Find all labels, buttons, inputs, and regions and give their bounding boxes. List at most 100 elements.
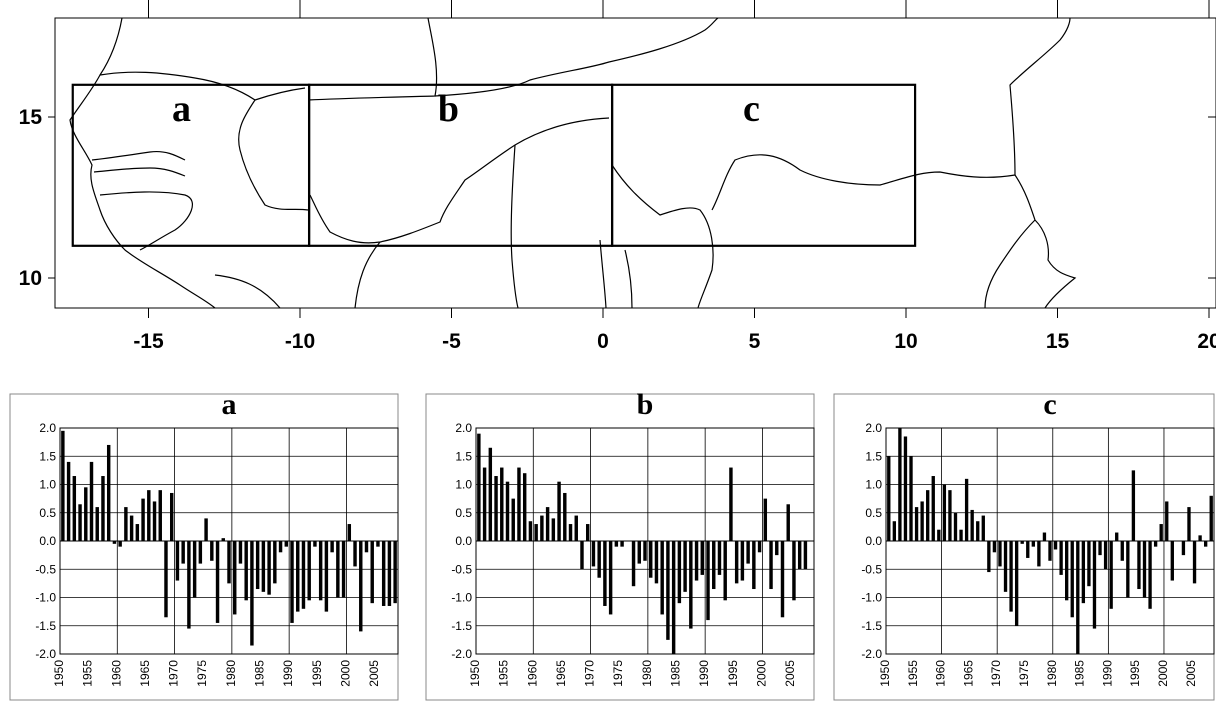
x-tick-label: 2005 bbox=[783, 660, 797, 687]
bar-1996 bbox=[324, 541, 329, 612]
chart-title: c bbox=[1043, 388, 1056, 421]
bar-1970 bbox=[175, 541, 180, 581]
bar-1971 bbox=[1003, 541, 1008, 592]
map-x-tick-label: -5 bbox=[442, 330, 461, 353]
x-tick-label: 1995 bbox=[1128, 660, 1142, 687]
border-ghana bbox=[510, 144, 519, 309]
x-tick-label: 2005 bbox=[1184, 660, 1198, 687]
bar-2007 bbox=[1203, 541, 1208, 547]
x-tick-label: 1990 bbox=[1100, 660, 1114, 687]
bar-1959 bbox=[112, 541, 117, 544]
x-tick-label: 1955 bbox=[906, 660, 920, 687]
bar-1967 bbox=[158, 490, 162, 541]
bar-1988 bbox=[278, 541, 283, 553]
map-x-tick-label: 0 bbox=[597, 330, 609, 353]
bar-1963 bbox=[551, 518, 556, 541]
x-tick-label: 1950 bbox=[878, 660, 892, 687]
bar-2004 bbox=[786, 504, 790, 541]
bar-1952 bbox=[72, 476, 77, 541]
bar-1961 bbox=[948, 490, 952, 541]
bar-2000 bbox=[347, 524, 352, 541]
bar-1971 bbox=[181, 541, 185, 564]
y-tick-label: 1.5 bbox=[455, 449, 472, 463]
x-tick-label: 1955 bbox=[81, 660, 95, 687]
bar-2004 bbox=[370, 541, 374, 604]
bar-1981 bbox=[238, 541, 243, 564]
bar-1994 bbox=[313, 541, 317, 547]
bar-1950 bbox=[61, 430, 65, 541]
x-tick-label: 1965 bbox=[138, 660, 152, 687]
bar-1960 bbox=[534, 524, 538, 541]
x-tick-label: 1990 bbox=[697, 660, 711, 687]
region-boxes: a b c bbox=[71, 83, 917, 247]
bar-1974 bbox=[1020, 541, 1024, 544]
border-guinea bbox=[99, 191, 193, 251]
y-tick-label: 1.5 bbox=[39, 449, 56, 463]
border-gambia-south bbox=[93, 167, 186, 177]
bar-2006 bbox=[381, 541, 386, 606]
x-tick-label: 1985 bbox=[1073, 660, 1087, 687]
x-tick-label: 1970 bbox=[583, 660, 597, 687]
bar-1953 bbox=[78, 504, 82, 541]
bar-1972 bbox=[1009, 541, 1013, 612]
x-tick-label: 1965 bbox=[554, 660, 568, 687]
bar-1956 bbox=[920, 501, 924, 541]
bar-1958 bbox=[931, 476, 935, 541]
bar-1977 bbox=[215, 541, 220, 623]
y-tick-label: -2.0 bbox=[35, 647, 56, 661]
bar-1962 bbox=[129, 515, 134, 541]
x-tick-label: 1950 bbox=[52, 660, 66, 687]
bar-1971 bbox=[597, 541, 601, 578]
bar-1953 bbox=[494, 476, 498, 541]
bar-1998 bbox=[1153, 541, 1158, 547]
y-tick-label: -0.5 bbox=[861, 562, 882, 576]
bar-2004 bbox=[1187, 507, 1191, 541]
bar-1979 bbox=[1048, 541, 1052, 561]
bar-2001 bbox=[353, 541, 357, 567]
bar-1980 bbox=[1053, 541, 1058, 550]
bar-1987 bbox=[689, 541, 693, 629]
x-tick-label: 1985 bbox=[253, 660, 267, 687]
bar-2006 bbox=[797, 541, 802, 570]
border-mali-east bbox=[434, 17, 719, 97]
bar-1989 bbox=[1103, 541, 1108, 570]
border-benin bbox=[611, 164, 714, 309]
chart-title: a bbox=[222, 388, 237, 421]
bar-1985 bbox=[261, 541, 266, 592]
bar-1975 bbox=[1026, 541, 1030, 558]
bar-1968 bbox=[987, 541, 991, 573]
bar-1999 bbox=[1159, 524, 1163, 541]
y-tick-label: 0.0 bbox=[39, 534, 56, 548]
bar-2005 bbox=[376, 541, 380, 547]
bar-1967 bbox=[574, 515, 578, 541]
bar-1972 bbox=[603, 541, 607, 606]
bar-1963 bbox=[135, 524, 140, 541]
x-tick-label: 1995 bbox=[726, 660, 740, 687]
x-tick-label: 1960 bbox=[525, 660, 539, 687]
x-tick-label: 1975 bbox=[1017, 660, 1031, 687]
border-nigeria bbox=[984, 219, 1036, 309]
map-x-tick-label: 5 bbox=[749, 330, 761, 353]
bar-1990 bbox=[290, 541, 294, 623]
y-tick-label: -1.0 bbox=[861, 591, 882, 605]
chart-panel-c: c 2.0 1.5 1.0 0.5 0.0 -0.5 -1.0 -1.5 -2.0 1950 1955… bbox=[824, 366, 1216, 702]
border-niger-south bbox=[711, 154, 1036, 221]
border-burkina bbox=[309, 117, 610, 244]
bar-2008 bbox=[393, 541, 397, 604]
bar-1963 bbox=[959, 529, 963, 541]
bar-1994 bbox=[1131, 470, 1136, 541]
map-y-tick-label: 10 bbox=[19, 267, 42, 290]
x-tick-label: 1965 bbox=[961, 660, 975, 687]
x-tick-label: 2000 bbox=[754, 660, 768, 687]
bar-1974 bbox=[198, 541, 203, 564]
coastline-west bbox=[69, 17, 216, 309]
bar-2003 bbox=[780, 541, 785, 618]
map-x-ticks: -15 -10 -5 0 5 10 15 20 bbox=[133, 0, 1216, 353]
bar-1988 bbox=[694, 541, 699, 581]
y-tick-label: -1.5 bbox=[861, 619, 882, 633]
x-tick-label: 2000 bbox=[1156, 660, 1170, 687]
bar-1995 bbox=[318, 541, 323, 601]
